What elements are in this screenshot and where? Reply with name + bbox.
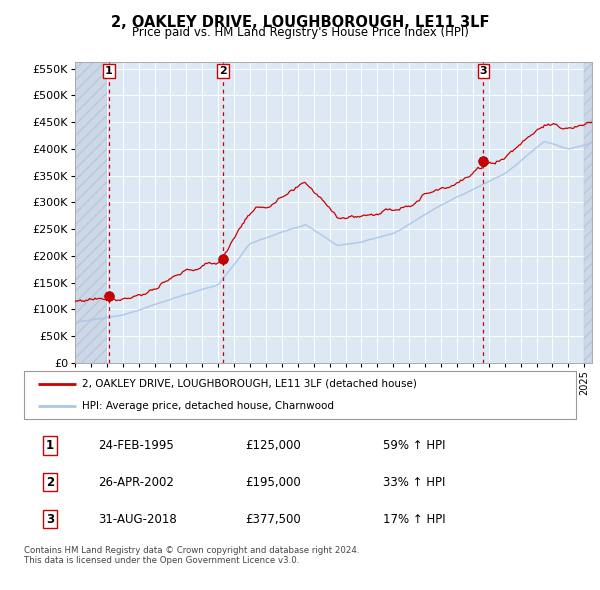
Text: 31-AUG-2018: 31-AUG-2018 xyxy=(98,513,177,526)
FancyBboxPatch shape xyxy=(24,371,576,419)
Text: 33% ↑ HPI: 33% ↑ HPI xyxy=(383,476,445,489)
Text: 2, OAKLEY DRIVE, LOUGHBOROUGH, LE11 3LF: 2, OAKLEY DRIVE, LOUGHBOROUGH, LE11 3LF xyxy=(111,15,489,30)
Text: Price paid vs. HM Land Registry's House Price Index (HPI): Price paid vs. HM Land Registry's House … xyxy=(131,26,469,39)
Text: 1: 1 xyxy=(105,66,113,76)
Text: 2: 2 xyxy=(46,476,54,489)
Text: Contains HM Land Registry data © Crown copyright and database right 2024.: Contains HM Land Registry data © Crown c… xyxy=(24,546,359,555)
Text: 17% ↑ HPI: 17% ↑ HPI xyxy=(383,513,445,526)
Text: £377,500: £377,500 xyxy=(245,513,301,526)
Text: 3: 3 xyxy=(479,66,487,76)
Text: 2: 2 xyxy=(220,66,227,76)
Text: 26-APR-2002: 26-APR-2002 xyxy=(98,476,175,489)
Text: 59% ↑ HPI: 59% ↑ HPI xyxy=(383,439,445,452)
Text: This data is licensed under the Open Government Licence v3.0.: This data is licensed under the Open Gov… xyxy=(24,556,299,565)
Bar xyxy=(584,62,592,363)
Text: £125,000: £125,000 xyxy=(245,439,301,452)
Text: 24-FEB-1995: 24-FEB-1995 xyxy=(98,439,174,452)
Text: 3: 3 xyxy=(46,513,54,526)
Text: £195,000: £195,000 xyxy=(245,476,301,489)
Text: 2, OAKLEY DRIVE, LOUGHBOROUGH, LE11 3LF (detached house): 2, OAKLEY DRIVE, LOUGHBOROUGH, LE11 3LF … xyxy=(82,379,417,389)
Text: HPI: Average price, detached house, Charnwood: HPI: Average price, detached house, Char… xyxy=(82,401,334,411)
Text: 1: 1 xyxy=(46,439,54,452)
Bar xyxy=(75,62,107,363)
